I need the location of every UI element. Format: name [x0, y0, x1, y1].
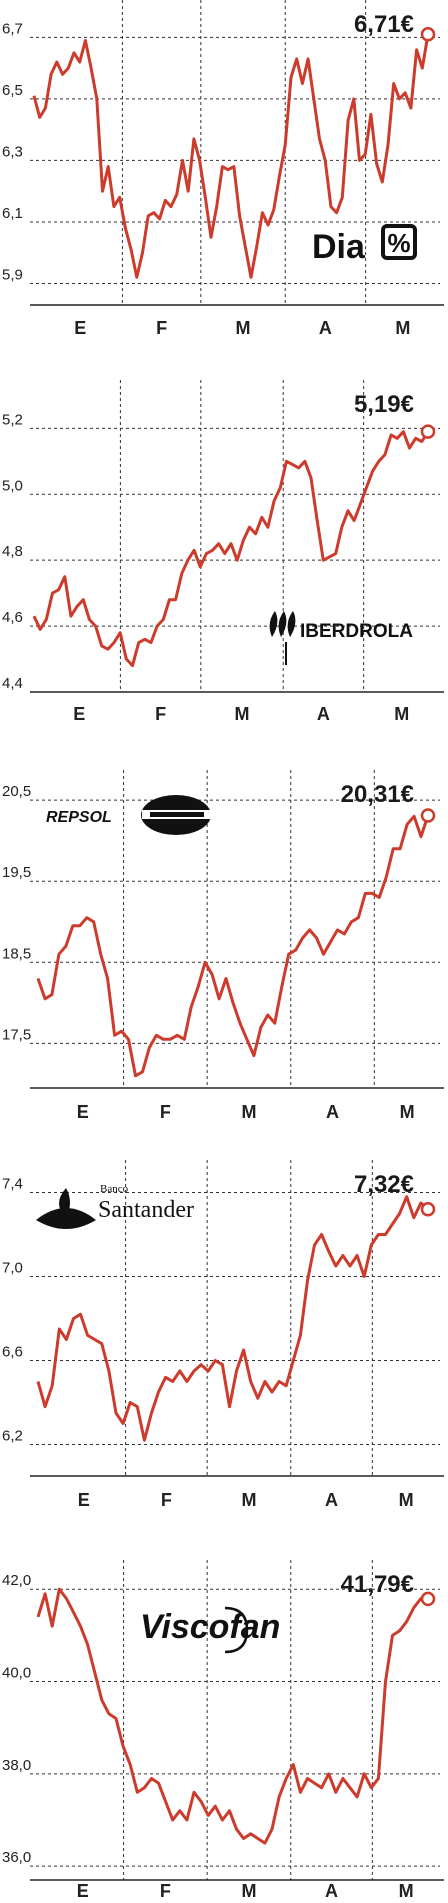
month-label: M: [241, 1490, 256, 1510]
iberdrola-logo: IBERDROLA: [269, 611, 413, 665]
month-label: F: [160, 1102, 171, 1122]
y-tick-label: 6,7: [2, 20, 23, 37]
last-price-marker: [420, 1591, 436, 1607]
month-label: E: [73, 704, 85, 724]
stock-chart-3: 20,5 19,5 18,5 17,5 E F M A M 20,31€ REPSOL: [2, 770, 444, 1122]
month-label: E: [77, 1102, 89, 1122]
y-tick-label: 7,0: [2, 1260, 23, 1277]
month-label: M: [235, 704, 250, 724]
y-tick-label: 19,5: [2, 864, 31, 881]
y-tick-label: 6,3: [2, 143, 23, 160]
last-price-marker: [420, 808, 436, 823]
y-tick-label: 4,6: [2, 609, 23, 626]
month-label: F: [161, 1490, 172, 1510]
y-tick-label: 6,5: [2, 82, 23, 99]
svg-text:REPSOL: REPSOL: [46, 809, 112, 826]
y-tick-label: 5,9: [2, 266, 23, 283]
stock-chart-2: 5,2 5,0 4,8 4,6 4,4 E F M A M 5,19€ IBERDROLA: [2, 380, 444, 724]
month-label: A: [319, 318, 332, 338]
stock-chart-4: 7,4 7,0 6,6 6,2 E F M A M 7,32€ Banco Santander: [2, 1160, 444, 1510]
price-line: [36, 1587, 429, 1845]
stock-chart-5: 42,0 40,0 38,0 36,0 E F M A M 41,79€ Viscofan: [2, 1560, 444, 1901]
svg-text:Banco: Banco: [100, 1183, 129, 1195]
month-label: M: [400, 1102, 415, 1122]
svg-text:Viscofan: Viscofan: [140, 1608, 280, 1646]
svg-text:%: %: [387, 228, 410, 258]
y-tick-label: 40,0: [2, 1665, 31, 1682]
last-price-marker: [420, 424, 436, 439]
month-label: A: [326, 1102, 339, 1122]
month-label: M: [399, 1881, 414, 1901]
y-tick-label: 5,2: [2, 411, 23, 428]
y-tick-label: 20,5: [2, 783, 31, 800]
svg-text:IBERDROLA: IBERDROLA: [300, 621, 413, 642]
viscofan-logo: Viscofan: [140, 1606, 280, 1654]
y-tick-label: 17,5: [2, 1026, 31, 1043]
month-label: A: [317, 704, 330, 724]
price-line: [36, 814, 430, 1078]
last-price-marker: [420, 27, 436, 42]
last-price-marker: [420, 1202, 436, 1217]
price-label: 5,19€: [354, 391, 414, 418]
y-tick-label: 4,4: [2, 675, 23, 692]
y-tick-label: 6,1: [2, 205, 23, 222]
y-tick-label: 4,8: [2, 543, 23, 560]
month-label: E: [78, 1490, 90, 1510]
dia-logo: Dia%: [312, 224, 417, 266]
month-label: A: [325, 1881, 338, 1901]
y-tick-label: 36,0: [2, 1849, 31, 1866]
y-tick-label: 38,0: [2, 1757, 31, 1774]
month-label: M: [241, 1102, 256, 1122]
y-tick-label: 18,5: [2, 945, 31, 962]
price-label: 7,32€: [354, 1171, 414, 1198]
month-label: M: [236, 318, 251, 338]
svg-text:Santander: Santander: [98, 1197, 194, 1223]
month-label: M: [399, 1490, 414, 1510]
month-label: M: [394, 704, 409, 724]
month-label: E: [77, 1881, 89, 1901]
price-label: 20,31€: [341, 781, 414, 808]
month-label: F: [156, 318, 167, 338]
price-label: 41,79€: [341, 1571, 414, 1598]
price-line: [32, 430, 430, 668]
stock-chart-1: 6,7 6,5 6,3 6,1 5,9 E F M A M 6,71€ Dia%: [2, 0, 444, 338]
month-label: E: [74, 318, 86, 338]
month-label: F: [160, 1881, 171, 1901]
price-label: 6,71€: [354, 11, 414, 38]
y-tick-label: 7,4: [2, 1176, 23, 1193]
month-label: F: [155, 704, 166, 724]
month-label: M: [241, 1881, 256, 1901]
santander-logo: Banco Santander: [36, 1183, 194, 1229]
y-tick-label: 6,2: [2, 1428, 23, 1445]
repsol-logo: REPSOL: [46, 795, 212, 835]
month-label: M: [395, 318, 410, 338]
y-tick-label: 6,6: [2, 1344, 23, 1361]
svg-text:Dia: Dia: [312, 228, 366, 266]
y-tick-label: 42,0: [2, 1572, 31, 1589]
month-label: A: [325, 1490, 338, 1510]
y-tick-label: 5,0: [2, 477, 23, 494]
price-line: [32, 34, 430, 279]
price-line: [36, 1195, 429, 1442]
